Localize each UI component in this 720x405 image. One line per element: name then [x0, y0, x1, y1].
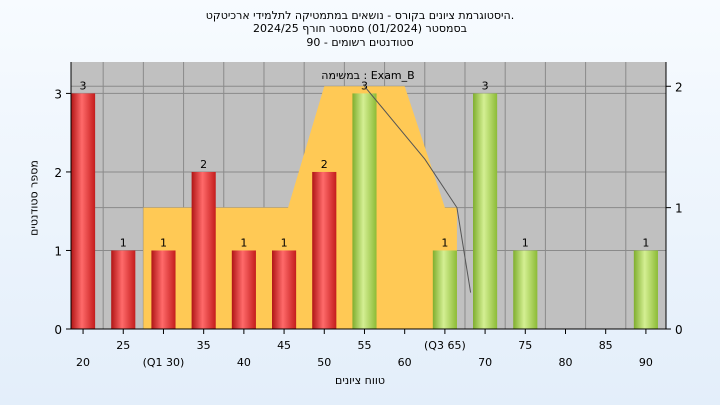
x-tick-label: 45: [277, 339, 291, 352]
y-tick-label: 0: [54, 323, 62, 337]
x-tick-label: 35: [197, 339, 211, 352]
histogram-bar: [473, 93, 498, 329]
chart-title-line-2: בסמסטר (01/2024) סמסטר חורף 2024/25: [253, 22, 467, 35]
bar-value-label: 1: [160, 236, 167, 249]
y-axis-label: מספר סטודנטים: [27, 160, 41, 236]
bar-value-label: 1: [281, 236, 288, 249]
x-tick-label: 60: [398, 356, 412, 369]
bars: 3 1 1 2 1 1 2 3 1 3 1 1: [71, 79, 658, 329]
x-tick-label: (Q1 30): [143, 356, 185, 369]
bar-value-label: 3: [482, 79, 489, 92]
bar-value-label: 3: [361, 79, 368, 92]
histogram-bar: [432, 250, 457, 329]
bar-value-label: 2: [321, 158, 328, 171]
histogram-bar: [352, 93, 377, 329]
chart-title-line-3: סטודנטים רשומים - 90: [306, 36, 414, 49]
x-tick-label: 55: [357, 339, 371, 352]
x-tick-label: 75: [518, 339, 532, 352]
x-tick-label: 25: [116, 339, 130, 352]
bar-value-label: 1: [522, 236, 529, 249]
x-tick-label: 90: [639, 356, 653, 369]
histogram-bar: [513, 250, 538, 329]
x-tick-label: 20: [76, 356, 90, 369]
histogram-bar: [272, 250, 297, 329]
x-tick-label: 70: [478, 356, 492, 369]
histogram-bar: [191, 171, 216, 329]
histogram-bar: [633, 250, 658, 329]
y-tick-label: 3: [54, 87, 62, 101]
y2-tick-label: 1: [675, 202, 683, 216]
x-tick-label: 50: [317, 356, 331, 369]
y-tick-label: 1: [54, 244, 62, 258]
histogram-bar: [151, 250, 176, 329]
y-tick-label: 2: [54, 166, 62, 180]
histogram-bar: [71, 93, 96, 329]
axes: 0 1 2 3 0 1 2 20 25 (Q1 30) 35 40 45 50 55 60 (Q3 65) 70 7…: [54, 62, 683, 369]
box-plot-shape: [143, 86, 457, 329]
y2-tick-label: 2: [675, 80, 683, 94]
bar-value-label: 1: [120, 236, 127, 249]
trend-line: [364, 85, 472, 293]
bar-value-label: 2: [200, 158, 207, 171]
bar-value-label: 1: [642, 236, 649, 249]
box-plot-area: [143, 86, 457, 329]
bar-value-label: 1: [441, 236, 448, 249]
x-tick-label: 85: [599, 339, 613, 352]
trend-polyline: [364, 85, 472, 293]
histogram-bar: [312, 171, 337, 329]
histogram-bar: [231, 250, 256, 329]
histogram-bar: [111, 250, 136, 329]
x-tick-label: (Q3 65): [424, 339, 466, 352]
exam-annotation: במשימה : Exam_B: [321, 69, 414, 82]
chart-title-line-1: היסטוגרמת ציונים בקורס - נושאים במתמטיקה…: [205, 9, 515, 22]
bar-value-label: 1: [240, 236, 247, 249]
y2-tick-label: 0: [675, 323, 683, 337]
x-axis-label: טווח ציונים: [335, 374, 385, 387]
x-tick-label: 40: [237, 356, 251, 369]
bar-value-label: 3: [80, 79, 87, 92]
x-tick-label: 80: [558, 356, 572, 369]
